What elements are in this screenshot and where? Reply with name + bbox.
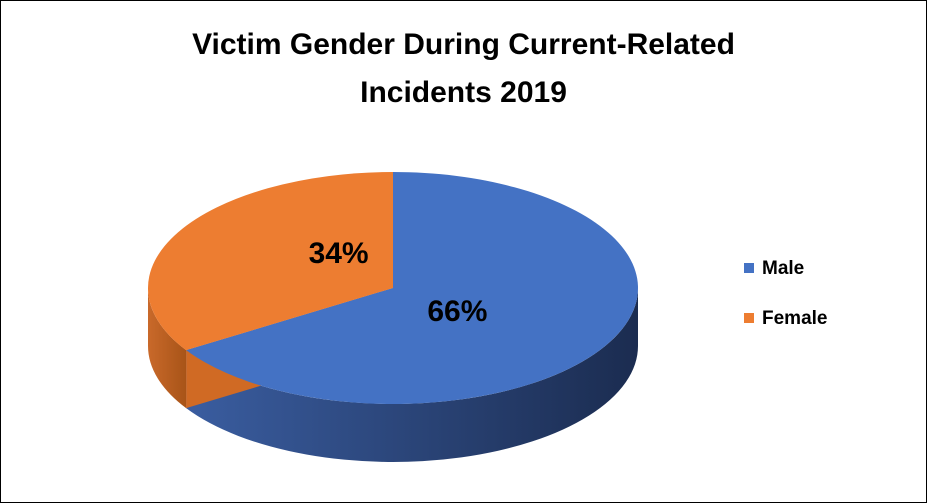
slice-side (186, 288, 639, 462)
slice (147, 172, 393, 351)
legend-swatch (744, 313, 754, 323)
slice (186, 172, 638, 405)
chart-title: Victim Gender During Current-Related Inc… (192, 28, 735, 109)
legend-swatch (744, 263, 754, 273)
data-label: 34% (309, 237, 369, 270)
legend-label: Male (762, 258, 804, 279)
data-label: 66% (427, 295, 487, 328)
slice-side (148, 288, 187, 409)
legend-label: Female (762, 308, 827, 329)
